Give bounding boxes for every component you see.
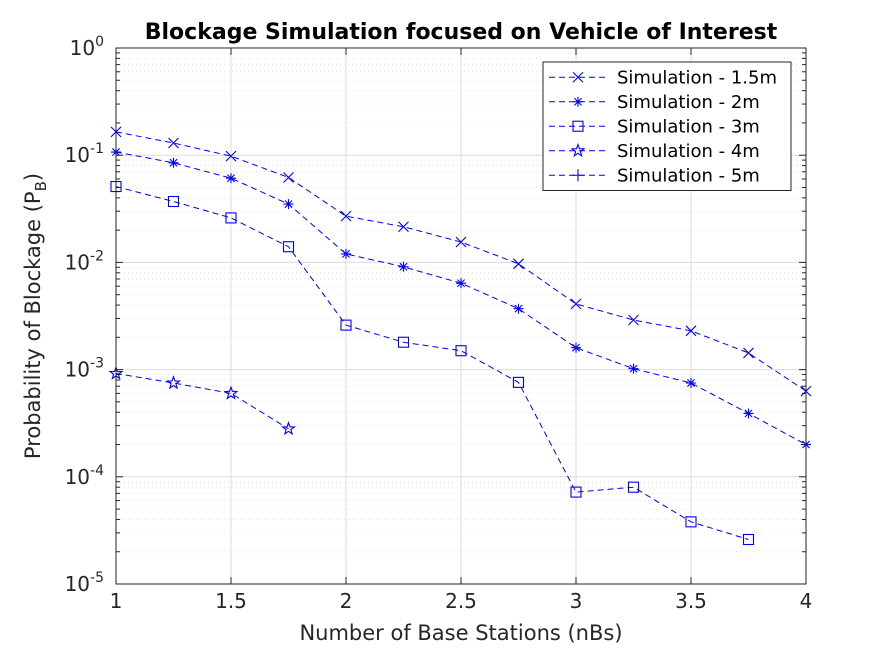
legend-entry: Simulation - 5m [549,165,760,186]
series-line [115,372,289,430]
square-marker [570,486,582,498]
y-axis-label-main: Probability of Blockage (P [21,191,45,459]
asterisk-marker [168,157,179,168]
asterisk-marker [226,173,236,184]
x-tick-label: 3.5 [675,589,707,613]
square-marker [572,120,584,132]
asterisk-marker [341,248,351,259]
x-marker [398,221,409,233]
square-marker [167,195,180,208]
asterisk-marker [628,363,639,374]
legend-label: Simulation - 4m [617,141,760,162]
plus-marker [572,169,584,182]
x-marker [685,325,697,337]
legend-label: Simulation - 3m [617,116,760,137]
square-marker [225,212,237,224]
x-tick-label: 2.5 [445,589,477,613]
square-marker [397,336,410,348]
y-axis-label: Probability of Blockage (PB) [21,173,50,459]
y-axis-label-close: ) [21,173,45,181]
x-tick-label: 1.5 [215,589,247,613]
pentagram-marker [166,375,181,390]
legend-label: Simulation - 2m [617,92,760,113]
square-marker [685,516,697,528]
x-marker [572,71,584,83]
x-marker [570,298,582,310]
series-4 [108,365,296,436]
pentagram-marker [223,385,239,400]
legend: Simulation - 1.5m Simulation - 2m Simulati… [542,61,792,191]
legend-label: Simulation - 5m [617,165,760,186]
chart-title: Blockage Simulation focused on Vehicle o… [145,20,778,45]
asterisk-marker [743,408,754,419]
y-axis-label-subscript: B [32,181,50,191]
x-marker [513,258,524,270]
x-marker [283,172,294,183]
tick-labels: 1 1.5 2 2.5 3 3.5 4 100 10-1 10-2 10-3 10-4 10-5 [65,34,813,613]
y-tick-label: 100 [70,34,104,60]
pentagram-marker [570,142,586,158]
x-marker [455,236,467,248]
asterisk-marker [513,303,524,314]
ticks [115,47,807,585]
x-marker [225,150,237,162]
y-tick-label: 10-2 [65,248,104,274]
x-marker [628,314,639,326]
asterisk-marker [573,96,583,107]
legend-entry: Simulation - 4m [549,141,760,162]
square-marker [742,533,755,546]
x-marker [340,210,352,222]
square-marker [340,319,352,331]
x-tick-label: 2 [340,589,353,613]
legend-entry: Simulation - 1.5m [549,67,777,88]
asterisk-marker [686,377,696,388]
y-tick-label: 10-1 [65,141,104,167]
pentagram-marker [281,421,296,436]
asterisk-marker [283,199,294,210]
square-marker [282,241,295,253]
x-marker [168,137,179,149]
asterisk-marker [456,278,466,289]
legend-entry: Simulation - 2m [549,92,760,113]
x-tick-label: 1 [110,589,123,613]
square-marker [627,481,640,493]
x-tick-label: 3 [570,589,583,613]
asterisk-marker [571,342,581,353]
series-3 [110,180,755,546]
x-marker [743,347,754,359]
x-tick-label: 4 [800,589,813,613]
series-1 [110,126,812,397]
square-marker [512,376,525,388]
asterisk-marker [398,261,409,272]
y-tick-label: 10-3 [65,356,104,382]
legend-entry: Simulation - 3m [549,116,760,137]
square-marker [455,345,467,357]
y-tick-label: 10-5 [65,570,104,596]
legend-label: Simulation - 1.5m [617,67,777,88]
y-tick-label: 10-4 [65,463,105,489]
x-axis-label: Number of Base Stations (nBs) [299,621,622,645]
